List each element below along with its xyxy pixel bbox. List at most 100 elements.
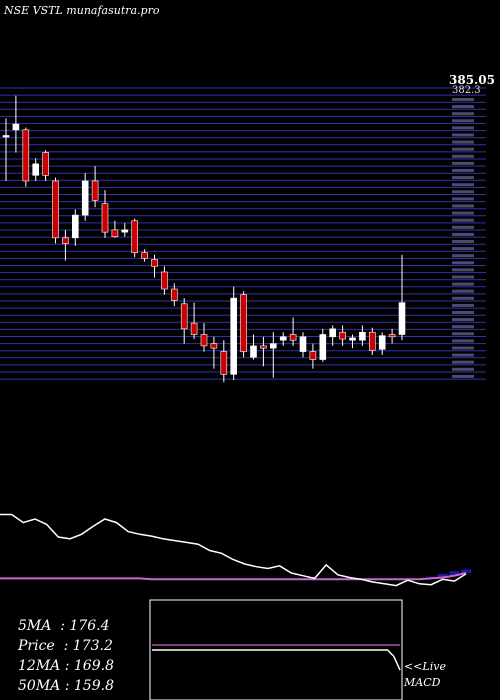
indicator-ma-line xyxy=(0,513,467,587)
candle-body xyxy=(62,237,69,244)
candle-body xyxy=(220,351,228,375)
price-tick-mark xyxy=(452,332,474,336)
price-tick-mark xyxy=(452,311,474,314)
price-tick-mark xyxy=(452,247,474,251)
candle-body xyxy=(269,343,277,349)
candle-body xyxy=(230,297,237,375)
candle-body xyxy=(131,220,138,253)
candles-group xyxy=(2,95,406,383)
candle-body xyxy=(161,271,168,290)
candle-body xyxy=(200,334,208,347)
price-tick-mark xyxy=(452,318,474,322)
price-tick-mark xyxy=(452,275,474,279)
candle-body xyxy=(111,229,119,238)
price-tick-mark xyxy=(452,119,474,123)
candle-body xyxy=(359,331,366,341)
candle-body xyxy=(368,331,376,351)
price-axis-top-label: 385.05 xyxy=(449,73,495,87)
price-axis-labels xyxy=(452,98,474,378)
candle-body xyxy=(91,180,99,201)
candle-body xyxy=(398,302,406,335)
indicator-signal-line xyxy=(0,572,467,581)
price-tick-mark xyxy=(452,367,474,371)
candle-body xyxy=(299,336,307,352)
price-tick-mark xyxy=(452,133,474,137)
candle-body xyxy=(52,180,59,239)
price-tick-mark xyxy=(452,374,474,378)
candle-body xyxy=(180,303,188,330)
price-tick-mark xyxy=(452,183,474,187)
price-axis-second-label: 382.3 xyxy=(452,85,481,96)
stat-5ma: 5MA : 176.4 xyxy=(18,618,110,634)
price-tick-mark xyxy=(452,360,474,364)
price-tick-mark xyxy=(452,218,474,222)
price-tick-mark xyxy=(452,211,474,215)
indicator-histogram-bar xyxy=(449,571,460,576)
candle-body xyxy=(81,180,89,216)
candle-body xyxy=(240,294,247,352)
candle-body xyxy=(101,203,109,233)
candle-body xyxy=(210,343,218,349)
price-tick-mark xyxy=(452,176,474,180)
live-label: <<Live xyxy=(404,660,446,673)
candle-body xyxy=(349,337,356,341)
candle-body xyxy=(171,288,178,301)
candle-body xyxy=(250,345,257,358)
candle-body xyxy=(32,163,40,176)
candle-body xyxy=(12,123,20,131)
stat-50ma: 50MA : 159.8 xyxy=(18,678,114,694)
indicator-panel xyxy=(0,513,471,587)
price-tick-mark xyxy=(452,190,474,194)
price-tick-mark xyxy=(452,268,474,272)
macd-inset xyxy=(152,644,401,671)
candle-body xyxy=(22,129,30,182)
candle-body xyxy=(151,259,158,267)
price-tick-mark xyxy=(452,105,474,109)
price-tick-mark xyxy=(452,204,474,208)
price-tick-mark xyxy=(452,112,474,116)
price-tick-mark xyxy=(452,303,474,307)
candle-body xyxy=(260,345,267,349)
candle-body xyxy=(378,335,386,350)
price-tick-mark xyxy=(452,261,474,265)
price-tick-mark xyxy=(452,289,474,293)
price-tick-mark xyxy=(452,346,474,350)
price-tick-mark xyxy=(452,140,474,144)
candle-body xyxy=(2,135,10,138)
price-tick-mark xyxy=(452,161,474,165)
live-macd-label: <<Live MACD xyxy=(404,659,446,691)
macd-line xyxy=(152,649,401,671)
candle-body xyxy=(72,214,79,239)
price-tick-mark xyxy=(452,282,474,286)
price-tick-mark xyxy=(452,240,474,243)
candle-body xyxy=(339,331,346,340)
price-tick-mark xyxy=(452,197,474,201)
indicator-histogram-bar xyxy=(437,573,448,578)
candle-body xyxy=(329,328,337,338)
candle-body xyxy=(388,334,396,338)
indicator-histogram-bar xyxy=(461,569,471,573)
candle-body xyxy=(319,334,327,360)
price-tick-mark xyxy=(452,296,474,300)
price-tick-mark xyxy=(452,325,474,329)
stat-12ma: 12MA : 169.8 xyxy=(18,658,114,674)
price-tick-mark xyxy=(452,147,474,151)
price-tick-mark xyxy=(452,98,474,101)
candle-body xyxy=(279,336,287,341)
chart-title: NSE VSTL munafasutra.pro xyxy=(3,4,160,17)
price-tick-mark xyxy=(452,254,474,258)
price-tick-mark xyxy=(452,339,474,343)
price-tick-mark xyxy=(452,154,474,158)
price-tick-mark xyxy=(452,169,474,172)
candle-body xyxy=(42,152,49,176)
price-tick-mark xyxy=(452,126,474,130)
candle-body xyxy=(190,322,198,335)
candle-body xyxy=(121,229,129,233)
stat-price: Price : 173.2 xyxy=(18,638,113,654)
stats-block: 5MA : 176.4 Price : 173.2 12MA : 169.8 5… xyxy=(18,616,114,696)
macd-label: MACD xyxy=(404,676,441,689)
candle-body xyxy=(141,252,148,259)
price-tick-mark xyxy=(452,232,474,236)
price-tick-mark xyxy=(452,225,474,229)
